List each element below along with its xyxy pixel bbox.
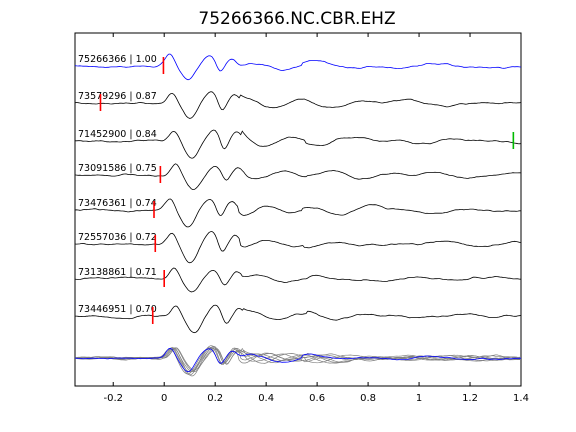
x-tick-label: 0.2 (207, 393, 223, 404)
trace-label: 73091586 | 0.75 (78, 163, 157, 174)
trace-stack: 75266366 | 1.00 73579296 | 0.87 71452900 |… (74, 53, 522, 334)
x-tick-label: 1.4 (513, 393, 529, 404)
x-axis: -0.2 0 0.2 0.4 0.6 0.8 1 1.2 1.4 (103, 33, 529, 404)
x-tick-label: 0 (161, 393, 167, 404)
trace-row: 71452900 | 0.84 (75, 129, 522, 159)
trace-label: 72557036 | 0.72 (78, 232, 157, 243)
trace-line (74, 91, 522, 119)
trace-row: 73579296 | 0.87 (74, 91, 522, 119)
overlay-reference-trace (74, 347, 522, 373)
trace-line (74, 163, 522, 191)
plot-frame (74, 32, 522, 387)
chart-title: 75266366.NC.CBR.EHZ (198, 9, 395, 29)
x-tick-label: 1 (416, 393, 422, 404)
trace-label: 71452900 | 0.84 (78, 129, 157, 140)
trace-line (74, 198, 522, 228)
trace-line (75, 304, 522, 334)
trace-row: 72557036 | 0.72 (74, 231, 522, 264)
stacked-overlay (74, 345, 522, 377)
trace-line (74, 231, 522, 264)
x-tick-label: 0.6 (309, 393, 325, 404)
x-tick-label: -0.2 (103, 393, 123, 404)
trace-row: 73091586 | 0.75 (74, 163, 522, 191)
trace-label: 73138861 | 0.71 (78, 267, 157, 278)
x-tick-label: 1.2 (462, 393, 478, 404)
trace-row: 75266366 | 1.00 (74, 53, 522, 81)
trace-line (75, 129, 522, 159)
x-tick-label: 0.4 (258, 393, 274, 404)
trace-line (74, 267, 522, 293)
trace-label: 73579296 | 0.87 (78, 91, 157, 102)
trace-row: 73138861 | 0.71 (74, 267, 522, 293)
x-tick-label: 0.8 (360, 393, 376, 404)
trace-line (74, 53, 522, 81)
trace-label: 75266366 | 1.00 (78, 54, 157, 65)
overlay-group (74, 345, 522, 377)
trace-label: 73446951 | 0.70 (78, 304, 157, 315)
trace-row: 73476361 | 0.74 (74, 198, 522, 228)
trace-row: 73446951 | 0.70 (75, 304, 522, 334)
trace-label: 73476361 | 0.74 (78, 198, 157, 209)
